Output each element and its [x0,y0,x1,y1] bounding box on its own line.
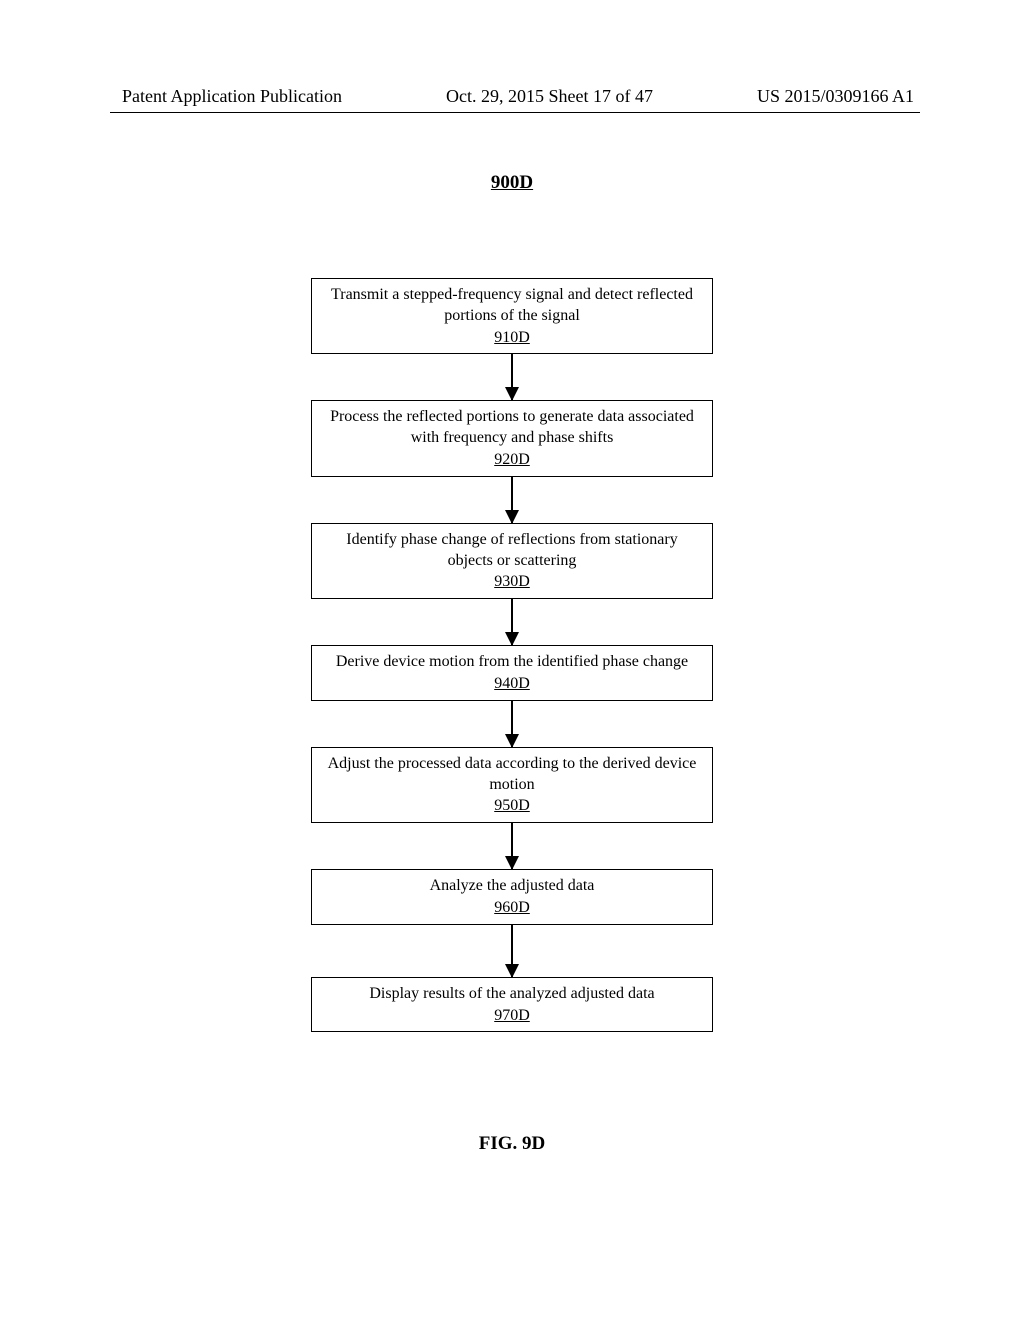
flowchart-node-ref: 970D [494,1006,530,1027]
flowchart-arrow [511,701,513,747]
flowchart-node-ref: 930D [494,572,530,593]
flowchart-node: Analyze the adjusted data960D [311,869,713,925]
flowchart-node: Process the reflected portions to genera… [311,400,713,476]
flowchart-node: Adjust the processed data according to t… [311,747,713,823]
flowchart-arrow [511,823,513,869]
flowchart-arrow [511,925,513,977]
header-right: US 2015/0309166 A1 [757,86,914,107]
figure-caption: FIG. 9D [0,1133,1024,1155]
figure-title: 900D [0,172,1024,194]
page-header: Patent Application Publication Oct. 29, … [122,86,914,107]
flowchart-node-text: Adjust the processed data according to t… [326,754,698,796]
flowchart-node-ref: 950D [494,796,530,817]
flowchart-arrow [511,354,513,400]
flowchart-node-text: Derive device motion from the identified… [326,652,698,673]
flowchart-node-ref: 910D [494,328,530,349]
page: Patent Application Publication Oct. 29, … [0,0,1024,1320]
flowchart-arrow [511,477,513,523]
flowchart-node-text: Process the reflected portions to genera… [326,407,698,449]
flowchart-arrow [511,599,513,645]
flowchart-node-text: Identify phase change of reflections fro… [326,530,698,572]
flowchart-node-ref: 960D [494,898,530,919]
flowchart-node: Display results of the analyzed adjusted… [311,977,713,1033]
flowchart: Transmit a stepped-frequency signal and … [0,278,1024,1032]
flowchart-node-text: Display results of the analyzed adjusted… [326,984,698,1005]
flowchart-node-text: Analyze the adjusted data [326,876,698,897]
header-rule [110,112,920,113]
flowchart-node: Derive device motion from the identified… [311,645,713,701]
header-center: Oct. 29, 2015 Sheet 17 of 47 [446,86,653,107]
flowchart-node: Transmit a stepped-frequency signal and … [311,278,713,354]
flowchart-node-ref: 920D [494,450,530,471]
flowchart-node: Identify phase change of reflections fro… [311,523,713,599]
flowchart-node-ref: 940D [494,674,530,695]
flowchart-node-text: Transmit a stepped-frequency signal and … [326,285,698,327]
header-left: Patent Application Publication [122,86,342,107]
